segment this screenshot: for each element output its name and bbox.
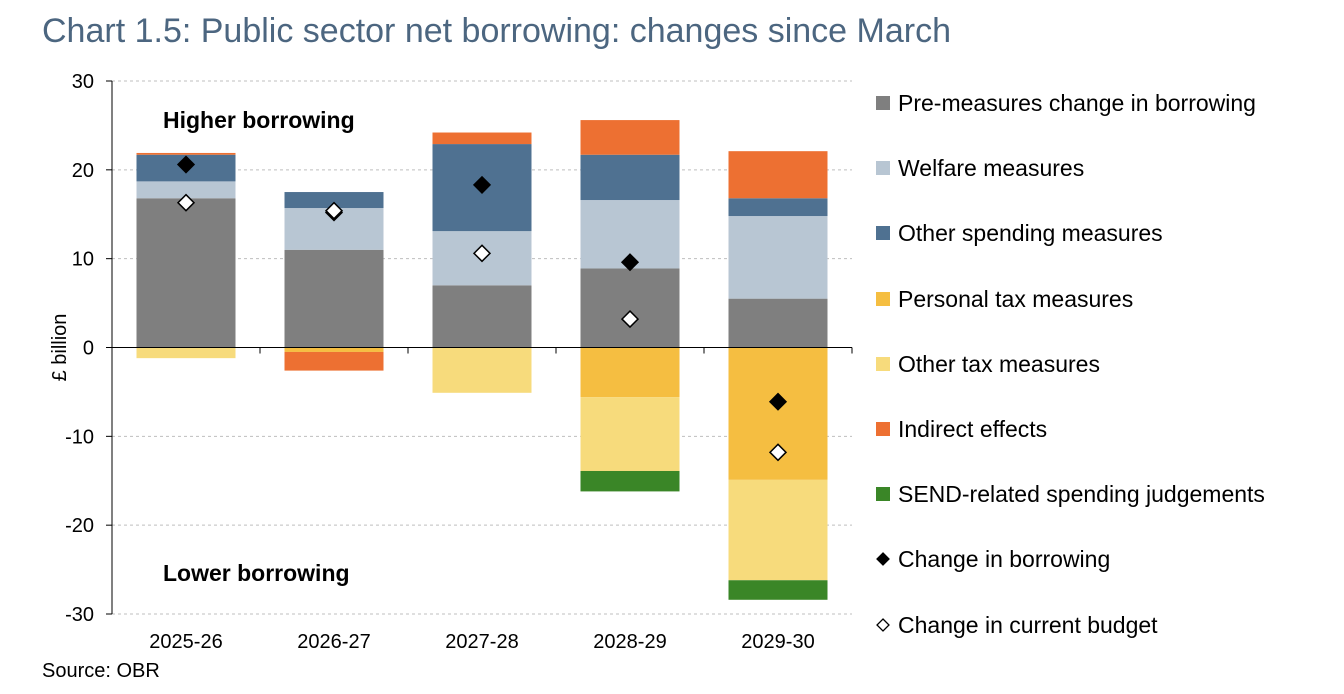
chart-title: Chart 1.5: Public sector net borrowing: … (42, 12, 952, 50)
chart-plot: 30 20 10 0 -10 -20 -30 2025-26 2026-27 2027-28 202… (49, 71, 853, 653)
legend-item: Change in current budget (876, 606, 1316, 671)
legend-label: Indirect effects (898, 415, 1048, 442)
legend-item: Indirect effects (876, 410, 1316, 475)
bar-segment-other-tax-measures (728, 479, 828, 581)
marker-change-in-borrowing (176, 155, 196, 174)
bar-segment-send-related-spending-judgements (728, 580, 828, 600)
legend-swatch (876, 96, 890, 110)
y-tick-label: 20 (72, 160, 94, 182)
y-tick-label: 30 (72, 71, 94, 93)
bar-segment-pre-measures-change-in-borrowing (728, 298, 828, 348)
x-tick-label: 2026-27 (297, 631, 370, 653)
bar-segment-pre-measures-change-in-borrowing (136, 198, 236, 348)
marker-change-in-current-budget (472, 244, 492, 263)
bar-segment-pre-measures-change-in-borrowing (284, 249, 384, 348)
bar-segment-indirect-effects (580, 120, 680, 155)
bar-segment-other-spending-measures (728, 198, 828, 217)
bar-segment-indirect-effects (284, 351, 384, 371)
legend-swatch (876, 226, 890, 241)
legend-item: Pre-measures change in borrowing (876, 84, 1316, 149)
y-axis-label: £ billion (49, 314, 71, 382)
bar-segment-other-spending-measures (580, 154, 680, 201)
legend-item: Other tax measures (876, 345, 1316, 410)
y-tick-label: -20 (65, 515, 94, 537)
legend-item: Other spending measures (876, 214, 1316, 279)
legend-label: Pre-measures change in borrowing (898, 90, 1256, 116)
legend-item: SEND-related spending judgements (876, 475, 1316, 540)
x-tick-label: 2025-26 (149, 631, 222, 653)
legend-label: SEND-related spending judgements (898, 481, 1265, 508)
bar-segment-other-tax-measures (580, 397, 680, 471)
y-tick-label: -10 (65, 426, 94, 448)
marker-change-in-borrowing (620, 253, 640, 272)
legend: Pre-measures change in borrowing Welfare … (876, 84, 1316, 671)
y-tick-label: 10 (72, 249, 94, 271)
marker-change-in-current-budget (176, 193, 196, 212)
y-tick-label: 0 (83, 338, 94, 360)
bar-segment-welfare-measures (136, 181, 236, 199)
legend-swatch (876, 356, 890, 371)
marker-change-in-current-budget (620, 310, 640, 329)
legend-label: Other tax measures (898, 350, 1100, 377)
legend-item: Change in borrowing (876, 540, 1316, 605)
x-tick-label: 2027-28 (445, 631, 518, 653)
annotation-higher-borrowing: Higher borrowing (163, 107, 355, 133)
bar-segment-indirect-effects (728, 151, 828, 199)
x-tick-label: 2028-29 (593, 631, 666, 653)
legend-swatch (876, 291, 890, 306)
bar-segment-pre-measures-change-in-borrowing (580, 268, 680, 348)
annotation-lower-borrowing: Lower borrowing (163, 560, 350, 586)
marker-change-in-borrowing (768, 392, 788, 411)
legend-label: Change in current budget (898, 611, 1158, 638)
x-tick-label: 2029-30 (741, 631, 814, 653)
legend-diamond-icon (876, 552, 890, 567)
marker-change-in-current-budget (768, 443, 788, 462)
legend-label: Welfare measures (898, 155, 1085, 182)
legend-label: Change in borrowing (898, 546, 1111, 573)
legend-swatch (876, 421, 890, 436)
legend-label: Other spending measures (898, 220, 1163, 247)
bar-segment-personal-tax-measures (284, 347, 384, 352)
y-tick-label: -30 (65, 604, 94, 626)
bar-segment-send-related-spending-judgements (580, 470, 680, 492)
legend-diamond-icon (876, 617, 890, 632)
bar-segment-indirect-effects (432, 132, 532, 145)
legend-swatch (876, 487, 890, 502)
legend-item: Personal tax measures (876, 280, 1316, 345)
legend-label: Personal tax measures (898, 285, 1134, 312)
bar-segment-personal-tax-measures (580, 347, 680, 398)
legend-swatch (876, 161, 890, 176)
bar-segment-other-spending-measures (284, 192, 384, 209)
marker-change-in-borrowing (472, 175, 492, 194)
bar-segment-other-tax-measures (136, 347, 236, 359)
marker-change-in-current-budget (324, 201, 344, 220)
source-note: Source: OBR (42, 660, 160, 682)
bar-segment-other-tax-measures (432, 347, 532, 393)
bar-segment-welfare-measures (728, 216, 828, 299)
bar-segment-indirect-effects (136, 152, 236, 155)
bar-segment-pre-measures-change-in-borrowing (432, 285, 532, 348)
legend-item: Welfare measures (876, 149, 1316, 214)
